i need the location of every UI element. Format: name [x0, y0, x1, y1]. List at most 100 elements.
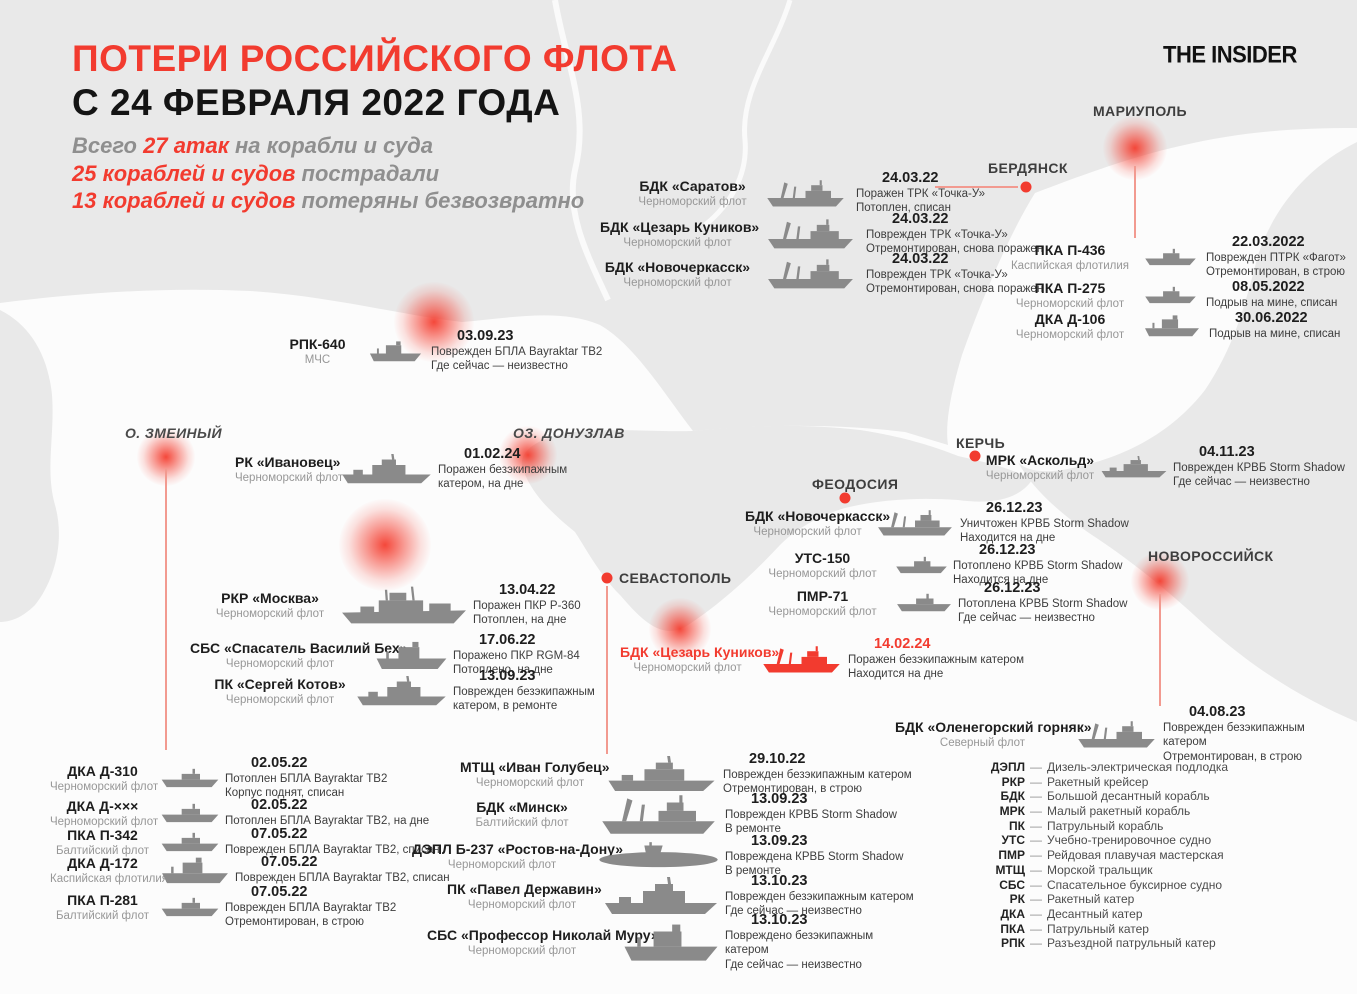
ship-silhouette-bdk-icon	[763, 646, 840, 673]
ship-info-block: 13.04.22 Поражен ПКР Р-360 Потоплен, на дн…	[473, 582, 628, 628]
incident-description-line: Корпус поднят, списан	[225, 787, 345, 800]
ship-name-block: ДКА Д-106 Черноморский флот	[1005, 311, 1135, 341]
incident-description-line: Поражен ТРК «Точка-У»	[856, 188, 986, 200]
ship-entry-p342: ПКА П-342 Балтийский флот 07.05.22 Поврежде…	[50, 826, 445, 857]
incident-date: 29.10.22	[749, 751, 806, 767]
ship-name-block: БДК «Цезарь Куников» Черноморский флот	[600, 219, 759, 249]
ship-entry-golubets: МТЩ «Иван Голубец» Черноморский флот 29.10…	[460, 751, 913, 797]
ship-entry-d172: ДКА Д-172 Каспийская флотилия 07.05.22 Повр…	[50, 854, 455, 885]
ship-name-block: УТС-150 Черноморский флот	[755, 550, 890, 580]
ship-name: БДК «Оленегорский горняк»	[895, 719, 1092, 736]
incident-description: Поврежден БПЛА Bayraktar TB2, списан	[235, 871, 455, 885]
ship-name: МРК «Аскольд»	[985, 451, 1095, 468]
incident-description: Поврежден безэкипажным катером, в ремонте	[453, 685, 608, 714]
ship-silhouette-bdk-icon	[878, 510, 952, 536]
ship-name-block: БДК «Новочеркасск» Черноморский флот	[745, 508, 890, 538]
ship-entry-d106: ДКА Д-106 Черноморский флот 30.06.2022 Подр…	[1005, 310, 1357, 341]
legend-abbr: РПК	[1001, 936, 1025, 951]
ship-entry-kunikov2: БДК «Цезарь Куников» Черноморский флот 14.…	[620, 636, 1048, 682]
ship-name: УТС-150	[794, 549, 851, 566]
legend-item: МТЩ — Морской тральщик	[975, 863, 1228, 878]
legend-abbr: МТЩ	[995, 862, 1025, 877]
legend-dash: —	[1030, 921, 1042, 936]
ship-entry-derzhavin: ПК «Павел Державин» Черноморский флот 13.1…	[447, 873, 915, 919]
ship-name: ПМР-71	[796, 587, 849, 604]
attack-glow-marker	[339, 499, 431, 591]
legend-desc: Учебно-тренировочное судно	[1047, 833, 1212, 848]
incident-description: Поврежден безэкипажным катером Где сейчас…	[725, 890, 915, 919]
ship-name: ДЭПЛ Б-237 «Ростов-на-Дону»	[412, 840, 624, 857]
ship-fleet: Черноморский флот	[225, 693, 335, 706]
incident-description-line: Поврежден безэкипажным	[453, 686, 595, 698]
incident-description-line: Потоплен БПЛА Bayraktar TB2	[225, 773, 388, 785]
ship-silhouette-tug-icon	[369, 341, 422, 362]
ship-name-block: ПК «Сергей Котов» Черноморский флот	[210, 676, 350, 706]
stat-text: пострадали	[295, 161, 440, 186]
ship-fleet: Черноморский флот	[447, 858, 557, 871]
ship-entry-bekh: СБС «Спасатель Василий Бех» Черноморский …	[190, 632, 608, 678]
ship-entry-novocherkassk1: БДК «Новочеркасск» Черноморский флот 24.03…	[600, 251, 1051, 297]
attack-glow-marker	[649, 598, 711, 660]
incident-description: Поврежден ТРК «Точка-У» Отремонтирован, с…	[866, 268, 1051, 297]
incident-description: Подрыв на мине, списан	[1206, 296, 1357, 310]
legend-item: РКР — Ракетный крейсер	[975, 775, 1228, 790]
connector-line-zmeiny	[165, 468, 167, 750]
ship-silhouette-mid-icon	[608, 755, 715, 791]
city-dot-feodosia	[839, 492, 851, 504]
stat-text: на корабли и суда	[228, 133, 434, 158]
incident-description-line: Потоплено, на дне	[453, 664, 553, 677]
ship-silhouette-small-icon	[161, 832, 219, 851]
ship-fleet: Балтийский флот	[55, 844, 150, 857]
ship-name-block: РПК-640 МЧС	[275, 336, 360, 366]
ship-name-block: МРК «Аскольд» Черноморский флот	[985, 452, 1095, 482]
ship-entry-moskva: РКР «Москва» Черноморский флот 13.04.22 Пор…	[205, 582, 628, 628]
incident-date: 22.03.2022	[1232, 234, 1305, 250]
incident-description-line: Поврежден КРВБ Storm Shadow	[725, 809, 897, 821]
incident-description-line: Поврежден ПТРК «Фагот»	[1206, 252, 1346, 264]
ship-name: ПК «Павел Державин»	[447, 880, 602, 897]
stat-damaged: 25 кораблей и судов пострадали	[72, 161, 439, 187]
city-label-sevastopol: СЕВАСТОПОЛЬ	[619, 570, 732, 586]
ship-info-block: 08.05.2022 Подрыв на мине, списан	[1206, 279, 1357, 310]
ship-name-block: БДК «Оленегорский горняк» Северный флот	[895, 719, 1092, 749]
legend-abbr: ПМР	[998, 848, 1025, 863]
ship-entry-rpk640: РПК-640 МЧС 03.09.23 Поврежден БПЛА Bayrakt…	[275, 328, 606, 374]
incident-date: 04.11.23	[1199, 444, 1255, 460]
incident-description-line: Поврежден безэкипажным катером	[723, 769, 912, 781]
incident-description-line: Поврежден БПЛА Bayraktar TB2	[225, 902, 397, 914]
legend-abbr: БДК	[1000, 789, 1026, 804]
incident-description: Уничтожен КРВБ Storm Shadow Находится на …	[960, 517, 1145, 546]
landmass-ukraine-north	[0, 0, 1357, 445]
river-secondary	[703, 0, 793, 227]
incident-description-line: Находится на дне	[848, 668, 944, 681]
ship-fleet: Черноморский флот	[467, 945, 577, 958]
legend-item: РК — Ракетный катер	[975, 892, 1228, 907]
legend-dash: —	[1030, 760, 1042, 774]
incident-date: 26.12.23	[984, 580, 1041, 596]
ship-info-block: 26.12.23 Потоплено КРВБ Storm Shadow Наход…	[953, 542, 1133, 588]
legend-abbr: ПКА	[1000, 921, 1025, 936]
incident-description-line: Отремонтирован, снова поражен	[866, 283, 1044, 296]
city-label-kerch: КЕРЧЬ	[956, 435, 1006, 451]
incident-description: Поврежден безэкипажным катером Отремонтир…	[723, 768, 913, 797]
ship-entry-p275: ПКА П-275 Черноморский флот 08.05.2022 Подр…	[1005, 279, 1357, 310]
stat-highlight: 27 атак	[143, 133, 229, 158]
ship-entry-kotov: ПК «Сергей Котов» Черноморский флот 13.09.…	[210, 668, 608, 714]
incident-date: 17.06.22	[479, 632, 536, 648]
city-label-berdyansk: БЕРДЯНСК	[988, 160, 1068, 176]
incident-date: 07.05.22	[261, 854, 318, 870]
ship-info-block: 13.09.23 Повреждена КРВБ Storm Shadow В ре…	[725, 833, 915, 879]
incident-description-line: Находится на дне	[960, 532, 1056, 545]
incident-date: 14.02.24	[874, 636, 931, 652]
ship-info-block: 24.03.22 Поврежден ТРК «Точка-У» Отремонти…	[866, 211, 1051, 257]
abbreviation-legend: ДЭПЛ — Дизель-электрическая подлодка РКР — Ра…	[975, 760, 1228, 951]
ship-info-block: 07.05.22 Поврежден БПЛА Bayraktar TB2, сп…	[225, 826, 445, 857]
ship-name: РПК-640	[289, 335, 346, 352]
incident-description-line: Потоплено КРВБ Storm Shadow	[953, 560, 1123, 572]
ship-name: БДК «Саратов»	[639, 177, 746, 194]
legend-desc: Дизель-электрическая подлодка	[1047, 760, 1229, 774]
ship-info-block: 29.10.22 Поврежден безэкипажным катером От…	[723, 751, 913, 797]
legend-abbr: МРК	[999, 804, 1025, 819]
ship-fleet: Черноморский флот	[50, 815, 159, 828]
